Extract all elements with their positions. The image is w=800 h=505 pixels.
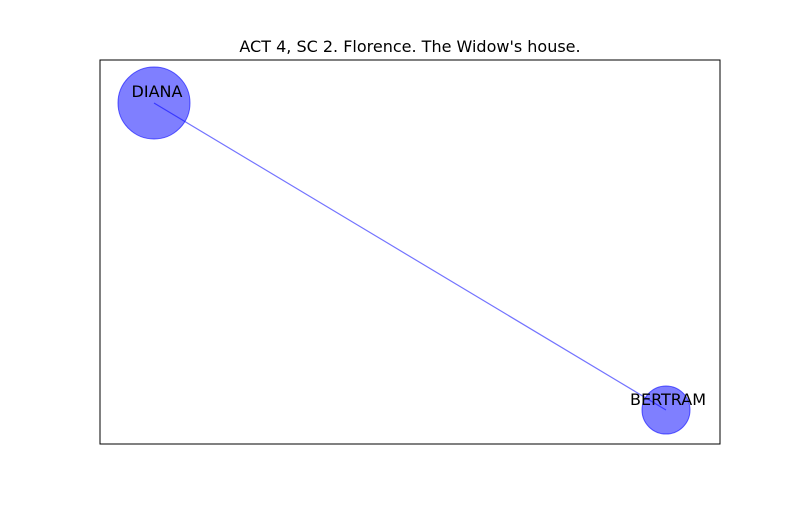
edges-layer	[153, 102, 667, 411]
node-label-diana: DIANA	[132, 82, 183, 101]
nodes-layer	[117, 66, 691, 435]
node-diana[interactable]	[117, 66, 191, 140]
plot-frame	[99, 59, 721, 445]
edge-diana-bertram	[153, 102, 667, 411]
graph-title: ACT 4, SC 2. Florence. The Widow's house…	[239, 37, 580, 56]
labels-layer: DIANA BERTRAM	[132, 82, 706, 409]
node-label-bertram: BERTRAM	[630, 390, 706, 409]
node-bertram[interactable]	[641, 385, 691, 435]
